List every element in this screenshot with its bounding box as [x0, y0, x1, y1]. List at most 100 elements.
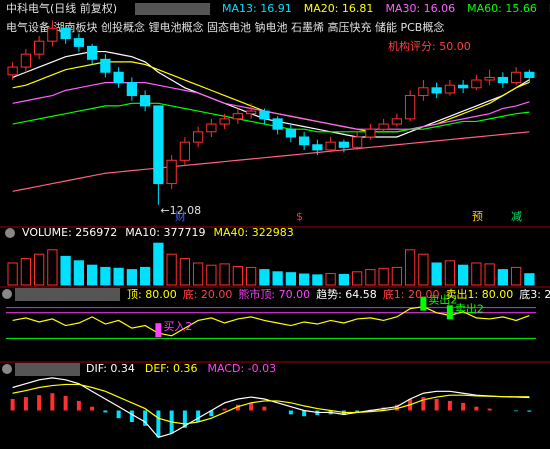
volume-bar: [100, 266, 111, 286]
macd-bar: [196, 410, 201, 422]
candle-body: [219, 118, 230, 125]
ma-label: MA120: [549, 2, 550, 15]
panel-icon[interactable]: [2, 289, 12, 299]
candle-body: [471, 79, 482, 89]
candle-body: [484, 76, 495, 81]
ma-label: MA13: 16.91: [222, 2, 292, 15]
candle-body: [259, 110, 270, 120]
candle-body: [524, 71, 535, 78]
candle-body: [47, 27, 58, 42]
trend-label: 顶: 80.00: [127, 288, 177, 301]
volume-bar: [325, 273, 336, 286]
candle-body: [192, 131, 204, 143]
event-marker: 减: [511, 210, 522, 223]
ma-line: [12, 131, 530, 192]
candle-body: [73, 38, 85, 47]
volume-bar: [418, 253, 429, 286]
macd-bar: [63, 395, 68, 411]
candle-body: [153, 105, 164, 185]
signal-bar: [155, 323, 162, 338]
macd-bar: [129, 410, 134, 422]
candle-body: [245, 110, 257, 115]
volume-label: MA10: 377719: [125, 226, 205, 239]
panel-icon[interactable]: [2, 364, 12, 374]
volume-bar: [444, 260, 456, 286]
blurred-code: [15, 288, 120, 301]
candle-body: [179, 141, 191, 161]
volume-bar: [73, 260, 85, 286]
volume-bar: [484, 263, 495, 286]
trend-label: 趋势: 64.58: [316, 288, 377, 301]
panel-icon[interactable]: [5, 228, 15, 238]
volume-bar: [33, 253, 45, 286]
candle-body: [391, 118, 403, 125]
trend-label: 底: 20.00: [183, 287, 233, 301]
volume-bar: [298, 273, 310, 286]
signal-bar: [446, 305, 453, 320]
macd-bar: [50, 393, 55, 411]
volume-bar: [312, 274, 323, 286]
macd-bar: [76, 400, 81, 411]
candle-body: [298, 136, 310, 146]
volume-bar: [351, 271, 363, 286]
volume-bar: [7, 262, 18, 286]
candle-body: [232, 113, 244, 120]
event-marker: $: [296, 210, 303, 223]
macd-label: MACD: -0.03: [207, 362, 276, 375]
candle-body: [510, 71, 522, 84]
volume-bar: [153, 242, 164, 286]
candle-body: [60, 27, 71, 40]
macd-label: DIF: 0.34: [86, 362, 135, 375]
ma-line: [12, 82, 530, 130]
macd-bar: [474, 406, 479, 411]
ma-line: [12, 102, 530, 133]
candle-body: [33, 40, 45, 55]
volume-bar: [245, 266, 257, 286]
candle-body: [7, 66, 18, 76]
volume-bar: [431, 262, 442, 286]
ma-label: MA20: 16.81: [304, 2, 374, 15]
candle-body: [325, 141, 336, 151]
macd-bar: [262, 406, 267, 411]
volume-bar: [378, 267, 389, 286]
candle-body: [20, 53, 32, 68]
candle-body: [404, 95, 416, 120]
signal-label: 买入2: [163, 320, 192, 333]
macd-bar: [156, 410, 161, 438]
volume-bar: [192, 262, 204, 286]
event-marker: 预: [472, 210, 483, 223]
volume-bar: [60, 255, 71, 286]
candle-body: [497, 76, 509, 84]
blurred-code: [15, 363, 80, 376]
candle-body: [166, 159, 177, 185]
macd-bar: [394, 404, 399, 411]
candle-body: [113, 71, 124, 84]
volume-bar: [510, 266, 522, 286]
volume-label: VOLUME: 256972: [22, 226, 117, 239]
macd-bar: [487, 408, 492, 411]
volume-bar: [285, 272, 297, 286]
macd-bar: [235, 404, 240, 411]
ma-label: MA60: 15.66: [467, 2, 537, 15]
candle-body: [139, 95, 151, 107]
macd-bar: [209, 410, 214, 417]
candle-body: [285, 128, 297, 138]
candle-body: [457, 84, 469, 89]
volume-label: MA40: 322983: [213, 226, 293, 239]
trend-label: 底1: 20.00: [383, 287, 440, 301]
macd-bar: [514, 410, 519, 412]
volume-bar: [259, 269, 270, 286]
macd-bar: [116, 410, 121, 419]
candle-body: [126, 82, 138, 97]
signal-label: 卖出2: [455, 301, 484, 315]
candle-body: [444, 84, 456, 94]
candle-body: [272, 118, 283, 130]
volume-bar: [471, 262, 482, 286]
volume-bar: [524, 273, 535, 286]
macd-bar: [434, 399, 439, 411]
volume-bar: [457, 264, 469, 286]
volume-bar: [497, 269, 509, 286]
volume-bar: [166, 253, 177, 286]
